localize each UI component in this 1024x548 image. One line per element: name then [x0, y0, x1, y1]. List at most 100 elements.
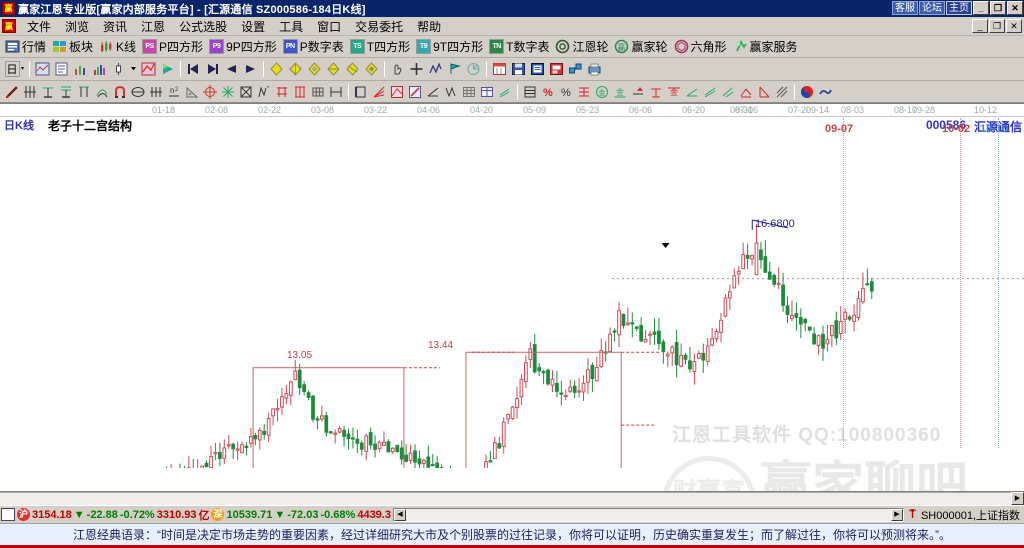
fan-red-icon[interactable] [371, 84, 387, 100]
slope-1-icon[interactable] [684, 84, 700, 100]
toolbar-button-winner-service[interactable]: 赢家服务 [730, 37, 801, 56]
box-red-icon[interactable] [389, 84, 405, 100]
slope-6-icon[interactable] [774, 84, 790, 100]
magnet-icon[interactable] [112, 84, 128, 100]
diamond-1-icon[interactable] [269, 61, 284, 77]
customer-service-link[interactable]: 客服 [892, 1, 918, 15]
balance-icon[interactable] [648, 84, 664, 100]
slope-5-icon[interactable] [756, 84, 772, 100]
toolbar-button-p-square[interactable]: PS P四方形 [139, 37, 206, 56]
diamond-6-icon[interactable] [364, 61, 379, 77]
status-scrollbar[interactable]: ◀ ▶ [392, 507, 904, 522]
box-icon[interactable] [238, 84, 254, 100]
last-page-icon[interactable] [205, 61, 220, 77]
matrix-icon[interactable] [310, 84, 326, 100]
minimize-button[interactable]: _ [973, 1, 989, 15]
arrow-up-icon[interactable] [630, 84, 646, 100]
calendar-icon[interactable] [492, 61, 507, 77]
span-icon[interactable] [328, 84, 344, 100]
mdi-restore-button[interactable]: ❐ [989, 19, 1005, 33]
percent-red-icon[interactable]: % [540, 84, 556, 100]
export-icon[interactable] [549, 61, 564, 77]
first-page-icon[interactable] [186, 61, 201, 77]
ruler-icon[interactable] [522, 84, 538, 100]
toolbar-button-9t-square[interactable]: T9 9T四方形 [413, 37, 486, 56]
period-day-button[interactable]: 日 [5, 61, 24, 77]
grid-icon[interactable] [461, 84, 477, 100]
crosshair-icon[interactable] [409, 61, 424, 77]
yinyang-icon[interactable] [799, 84, 815, 100]
menu-item-settings[interactable]: 设置 [241, 19, 266, 34]
level-red-icon[interactable] [576, 84, 592, 100]
link-icon[interactable] [817, 84, 833, 100]
mdi-close-button[interactable]: ✕ [1006, 19, 1022, 33]
menu-item-formula-screener[interactable]: 公式选股 [179, 19, 228, 34]
scroll-right-button[interactable]: ▶ [1011, 492, 1024, 505]
scrollbar-track[interactable] [0, 492, 1011, 505]
chart-type-b-icon[interactable] [54, 61, 69, 77]
diamond-5-icon[interactable] [345, 61, 360, 77]
gold-ratio-icon[interactable]: 金 [666, 84, 682, 100]
asterisk-icon[interactable] [220, 84, 236, 100]
maximize-restore-button[interactable]: ❐ [990, 1, 1006, 15]
gold-line-icon[interactable]: 金 [612, 84, 628, 100]
slope-3-icon[interactable] [720, 84, 736, 100]
toolbar-button-t-square[interactable]: TS T四方形 [347, 37, 413, 56]
hand-icon[interactable] [390, 61, 405, 77]
status-scroll-right-button[interactable]: ▶ [890, 508, 903, 521]
candle-icon[interactable] [111, 61, 126, 77]
ellipse-icon[interactable] [130, 84, 146, 100]
status-index-shenzhen[interactable]: 深 10539.71 ▼ -72.03 -0.68% 4439.3 [211, 508, 391, 521]
next-icon[interactable] [243, 61, 258, 77]
chart-horizontal-scrollbar[interactable]: ▶ [0, 491, 1024, 505]
prev-icon[interactable] [224, 61, 239, 77]
close-button[interactable]: ✕ [1007, 1, 1023, 15]
fan-icon[interactable] [466, 61, 481, 77]
menu-item-news[interactable]: 资讯 [103, 19, 128, 34]
menu-item-trade-order[interactable]: 交易委托 [355, 19, 404, 34]
status-grid-icon-cell[interactable] [1, 508, 15, 521]
toolbar-button-kline[interactable]: K线 [96, 37, 139, 56]
indicator-b-icon[interactable] [92, 61, 107, 77]
play-icon[interactable] [160, 61, 175, 77]
network-icon[interactable] [568, 61, 583, 77]
indicator-a-icon[interactable] [73, 61, 88, 77]
status-index-shanghai[interactable]: 沪 3154.18 ▼ -22.88 -0.72% 3310.93 亿 [17, 507, 209, 523]
menu-item-tools[interactable]: 工具 [279, 19, 304, 34]
chart-canvas[interactable]: 01-18 02-08 02-22 03-08 03-22 04-06 04-2… [0, 103, 1024, 491]
toolbar-button-gann-wheel[interactable]: 江恩轮 [552, 37, 611, 56]
toolbar-button-quote[interactable]: 行情 [2, 37, 49, 56]
toolbar-button-winner-wheel[interactable]: 赢 赢家轮 [611, 37, 670, 56]
save-icon[interactable] [511, 61, 526, 77]
comb-icon[interactable] [148, 84, 164, 100]
menu-item-browse[interactable]: 浏览 [65, 19, 90, 34]
level-1-icon[interactable] [40, 84, 56, 100]
diamond-4-icon[interactable] [326, 61, 341, 77]
wave-icon[interactable] [443, 84, 459, 100]
m-wave-icon[interactable]: " [256, 84, 272, 100]
red-grid-1-icon[interactable] [274, 84, 290, 100]
toolbar-button-p-number-table[interactable]: PN P数字表 [280, 37, 347, 56]
level-3-icon[interactable] [76, 84, 92, 100]
curve-icon[interactable] [94, 84, 110, 100]
slope-2-icon[interactable] [702, 84, 718, 100]
target-icon[interactable] [202, 84, 218, 100]
menu-item-gann[interactable]: 江恩 [141, 19, 166, 34]
overlay-icon[interactable] [141, 61, 156, 77]
level-2-icon[interactable] [58, 84, 74, 100]
grid-lines-icon[interactable] [22, 84, 38, 100]
mdi-minimize-button[interactable]: _ [972, 19, 988, 33]
menu-item-file[interactable]: 文件 [27, 19, 52, 34]
zigzag-icon[interactable] [428, 61, 443, 77]
angle-icon[interactable] [184, 84, 200, 100]
toolbar-button-hexagon[interactable]: 六角形 [671, 37, 730, 56]
lines-icon[interactable] [497, 84, 513, 100]
homepage-link[interactable]: 主页 [946, 1, 972, 15]
report-icon[interactable] [530, 61, 545, 77]
printer-icon[interactable] [587, 61, 602, 77]
gold-icon[interactable]: 金 [594, 84, 610, 100]
toolbar-button-sector[interactable]: 板块 [49, 37, 96, 56]
diamond-2-icon[interactable] [288, 61, 303, 77]
status-current-symbol[interactable]: SH000001,上证指数 [906, 507, 1023, 523]
